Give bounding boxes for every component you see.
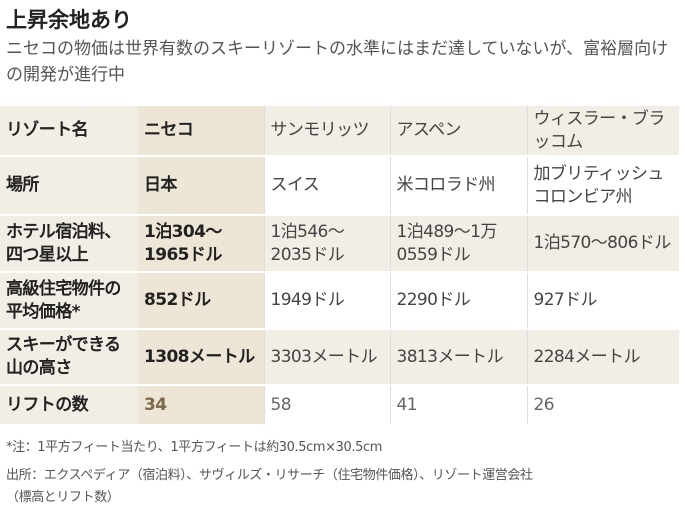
table-cell: 加ブリティッシュコロンビア州 (526, 156, 679, 216)
row-label: ホテル宿泊料、四つ星以上 (0, 215, 138, 273)
table-row: 高級住宅物件の平均価格* 852ドル 1949ドル 2290ドル 927ドル (0, 272, 679, 330)
table-row: スキーができる山の高さ 1308メートル 3303メートル 3813メートル 2… (0, 329, 679, 386)
table-cell: ウィスラー・ブラッコム (526, 106, 679, 157)
table-cell: 1泊570～806ドル (526, 215, 679, 273)
niseko-cell: 852ドル (138, 272, 264, 330)
table-cell: 米コロラド州 (389, 156, 527, 216)
footnote: *注：1平方フィート当たり、1平方フィートは約30.5cm×30.5cm (6, 440, 383, 455)
table-cell: サンモリッツ (263, 106, 390, 157)
niseko-cell: 1308メートル (138, 329, 264, 386)
niseko-cell: ニセコ (138, 106, 264, 157)
table-cell: 1949ドル (263, 272, 390, 330)
row-label: リゾート名 (0, 106, 138, 157)
row-label: スキーができる山の高さ (0, 329, 138, 386)
table-row: リフトの数 34 58 41 26 (0, 385, 679, 426)
source-line-1: 出所：エクスペディア（宿泊料）、サヴィルズ・リサーチ（住宅物件価格）、リゾート運… (6, 468, 533, 483)
page-subtitle: ニセコの物価は世界有数のスキーリゾートの水準にはまだ達していないが、富裕層向けの… (6, 39, 669, 85)
table-cell: 3813メートル (389, 329, 527, 386)
table-row: ホテル宿泊料、四つ星以上 1泊304～1965ドル 1泊546～2035ドル 1… (0, 215, 679, 273)
niseko-cell: 日本 (138, 156, 264, 216)
row-label: 場所 (0, 156, 138, 216)
table-cell: 26 (526, 385, 679, 426)
table-cell: 2290ドル (389, 272, 527, 330)
page-title: 上昇余地あり (6, 8, 132, 32)
niseko-cell: 1泊304～1965ドル (138, 215, 264, 273)
row-label: 高級住宅物件の平均価格* (0, 272, 138, 330)
comparison-table: リゾート名 ニセコ サンモリッツ アスペン ウィスラー・ブラッコム 場所 日本 … (0, 106, 679, 426)
table-cell: 1泊546～2035ドル (263, 215, 390, 273)
table-cell: 1泊489～1万0559ドル (389, 215, 527, 273)
table-cell: 2284メートル (526, 329, 679, 386)
table-cell: スイス (263, 156, 390, 216)
table-cell: 41 (389, 385, 527, 426)
table-cell: アスペン (389, 106, 527, 157)
table-cell: 927ドル (526, 272, 679, 330)
row-label: リフトの数 (0, 385, 138, 426)
table-cell: 3303メートル (263, 329, 390, 386)
table-cell: 58 (263, 385, 390, 426)
table-row: リゾート名 ニセコ サンモリッツ アスペン ウィスラー・ブラッコム (0, 106, 679, 157)
niseko-cell: 34 (138, 385, 264, 426)
source-line-2: （標高とリフト数） (6, 490, 120, 505)
table-row: 場所 日本 スイス 米コロラド州 加ブリティッシュコロンビア州 (0, 156, 679, 216)
